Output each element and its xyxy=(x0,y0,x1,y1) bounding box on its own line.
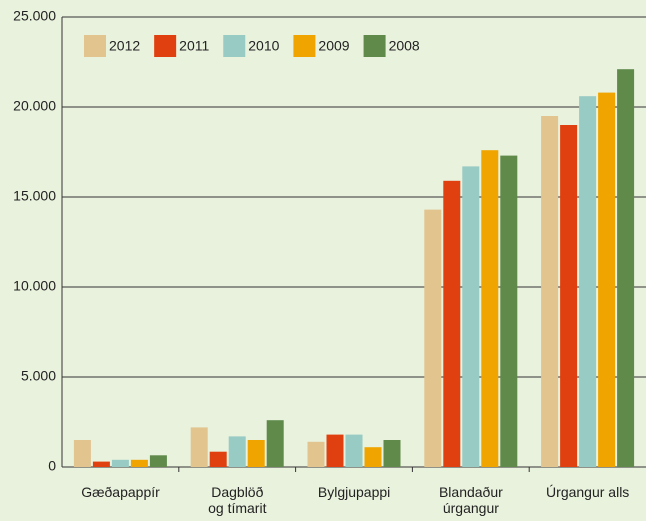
bar xyxy=(443,180,461,468)
x-tick-label: Blandaður úrgangur xyxy=(438,484,503,516)
bar xyxy=(462,166,480,467)
x-tick-label: Gæðapappír xyxy=(81,484,160,500)
bar xyxy=(345,434,363,467)
bar xyxy=(560,125,578,467)
bar xyxy=(424,209,442,467)
bar xyxy=(500,155,518,467)
bar xyxy=(326,434,344,467)
y-tick-label: 25.000 xyxy=(13,8,56,24)
legend-swatch xyxy=(223,35,246,57)
y-tick-label: 5.000 xyxy=(21,368,56,384)
legend-label: 2010 xyxy=(248,38,279,54)
legend-label: 2012 xyxy=(109,38,140,54)
bar xyxy=(383,440,401,467)
bar xyxy=(617,69,635,467)
bar xyxy=(307,441,325,467)
y-tick-label: 15.000 xyxy=(13,188,56,204)
x-tick-label: Bylgjupappi xyxy=(317,484,391,500)
bar xyxy=(228,436,246,467)
bar xyxy=(149,455,167,467)
bar xyxy=(481,150,499,467)
legend-swatch xyxy=(363,35,386,57)
legend-label: 2011 xyxy=(179,38,209,54)
x-tick-label: Úrgangur alls xyxy=(546,484,630,500)
bar xyxy=(247,440,265,467)
bar xyxy=(541,116,559,467)
legend-swatch xyxy=(84,35,106,57)
bar xyxy=(598,92,616,467)
bar xyxy=(190,427,208,467)
bar xyxy=(111,459,129,467)
legend-label: 2009 xyxy=(318,38,349,54)
y-tick-label: 0 xyxy=(48,458,56,474)
bar xyxy=(130,459,148,467)
legend-label: 2008 xyxy=(389,38,420,54)
bar xyxy=(92,461,110,467)
legend-swatch xyxy=(154,35,177,57)
bar xyxy=(209,451,227,467)
y-tick-label: 20.000 xyxy=(13,98,56,114)
bar xyxy=(73,440,91,467)
bar xyxy=(579,96,597,467)
bar xyxy=(364,447,382,467)
bar xyxy=(266,420,284,467)
legend-swatch xyxy=(293,35,316,57)
x-tick-label: Dagblöð og tímarit xyxy=(208,484,267,516)
y-tick-label: 10.000 xyxy=(13,278,56,294)
